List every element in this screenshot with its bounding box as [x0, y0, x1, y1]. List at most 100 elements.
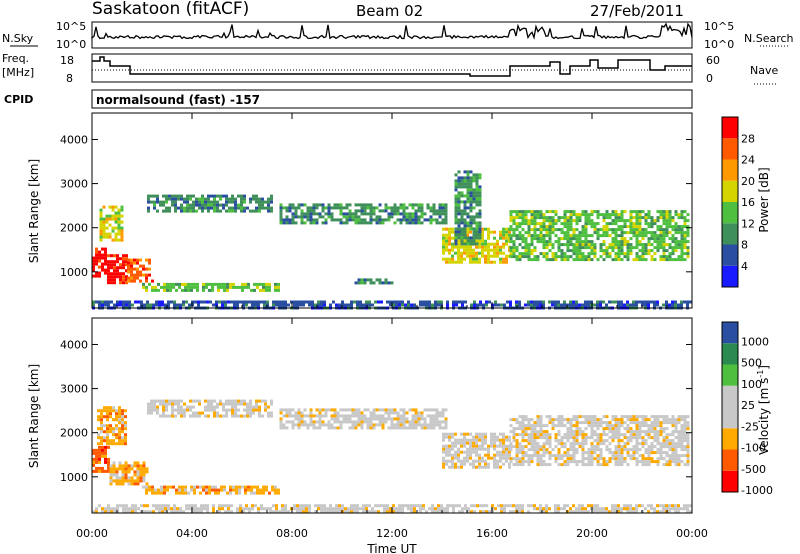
heatmap-cell [584, 433, 588, 437]
heatmap-cell [440, 507, 443, 511]
heatmap-cell [680, 418, 684, 422]
heatmap-cell [674, 240, 678, 244]
heatmap-cell [509, 430, 513, 434]
heatmap-cell [293, 507, 296, 511]
nsky-trace [91, 22, 693, 40]
heatmap-cell [120, 214, 124, 218]
heatmap-cell [671, 225, 675, 229]
heatmap-cell [136, 258, 139, 262]
heatmap-cell [587, 216, 591, 220]
heatmap-cell [572, 231, 576, 235]
heatmap-cell [417, 203, 421, 207]
freq-tick-bottom: 8 [66, 72, 73, 85]
heatmap-cell [475, 233, 479, 237]
heatmap-cell [454, 462, 457, 466]
heatmap-cell [617, 421, 621, 425]
heatmap-cell [605, 427, 609, 431]
heatmap-cell [282, 426, 286, 430]
heatmap-cell [545, 463, 549, 467]
heatmap-cell [563, 225, 567, 229]
heatmap-cell [509, 303, 512, 307]
heatmap-cell [475, 245, 478, 249]
heatmap-cell [674, 448, 678, 452]
heatmap-cell [105, 220, 109, 224]
heatmap-cell [533, 448, 537, 452]
heatmap-cell [602, 213, 606, 217]
heatmap-cell [506, 504, 509, 508]
heatmap-cell [363, 206, 367, 210]
heatmap-cell [472, 176, 476, 180]
heatmap-cell [542, 436, 546, 440]
heatmap-cell [404, 303, 407, 307]
heatmap-cell [530, 445, 534, 449]
heatmap-cell [472, 450, 475, 454]
heatmap-cell [617, 457, 621, 461]
heatmap-cell [554, 424, 558, 428]
heatmap-cell [299, 504, 302, 508]
heatmap-cell [581, 210, 585, 214]
heatmap-cell [106, 436, 109, 440]
heatmap-cell [512, 249, 516, 253]
heatmap-cell [119, 303, 122, 307]
heatmap-cell [617, 430, 621, 434]
heatmap-cell [402, 218, 406, 222]
heatmap-cell [112, 430, 115, 434]
heatmap-cell [521, 448, 525, 452]
heatmap-cell [330, 414, 334, 418]
heatmap-cell [393, 411, 397, 415]
heatmap-cell [656, 504, 659, 508]
heatmap-cell [342, 215, 346, 219]
heatmap-cell [466, 170, 470, 174]
heatmap-cell [354, 212, 358, 216]
heatmap-cell [324, 212, 328, 216]
heatmap-cell [635, 252, 639, 256]
heatmap-cell [110, 263, 113, 267]
heatmap-cell [635, 415, 639, 419]
heatmap-cell [493, 432, 496, 436]
heatmap-cell [408, 221, 412, 225]
heatmap-cell [683, 240, 687, 244]
heatmap-cell [392, 300, 395, 304]
heatmap-cell [668, 219, 672, 223]
heatmap-cell [466, 254, 469, 258]
heatmap-cell [653, 424, 657, 428]
heatmap-cell [484, 242, 487, 246]
heatmap-cell [186, 200, 189, 204]
heatmap-cell [106, 406, 109, 410]
heatmap-cell [157, 288, 160, 292]
heatmap-cell [509, 225, 513, 229]
heatmap-cell [463, 441, 466, 445]
heatmap-cell [99, 226, 103, 230]
heatmap-cell [539, 436, 543, 440]
heatmap-cell [442, 465, 445, 469]
heatmap-cell [100, 436, 103, 440]
heatmap-cell [484, 227, 487, 231]
heatmap-cell [617, 252, 621, 256]
heatmap-cell [602, 243, 606, 247]
heatmap-cell [420, 206, 424, 210]
heatmap-cell [98, 265, 101, 269]
heatmap-cell [211, 488, 214, 492]
heatmap-cell [399, 218, 403, 222]
heatmap-cell [472, 248, 475, 252]
heatmap-cell [530, 258, 534, 262]
heatmap-cell [457, 236, 461, 240]
heatmap-cell [557, 433, 561, 437]
heatmap-cell [213, 414, 216, 418]
heatmap-cell [629, 252, 633, 256]
heatmap-cell [111, 229, 115, 233]
heatmap-cell [98, 445, 101, 449]
heatmap-cell [107, 466, 110, 470]
heatmap-cell [152, 303, 155, 307]
heatmap-cell [457, 441, 460, 445]
heatmap-cell [128, 510, 131, 514]
heatmap-cell [620, 231, 624, 235]
heatmap-cell [551, 300, 554, 304]
heatmap-cell [100, 418, 103, 422]
heatmap-cell [204, 203, 207, 207]
heatmap-cell [493, 438, 496, 442]
heatmap-cell [454, 233, 458, 237]
heatmap-cell [177, 408, 180, 412]
heatmap-cell [533, 228, 537, 232]
heatmap-cell [444, 215, 448, 219]
